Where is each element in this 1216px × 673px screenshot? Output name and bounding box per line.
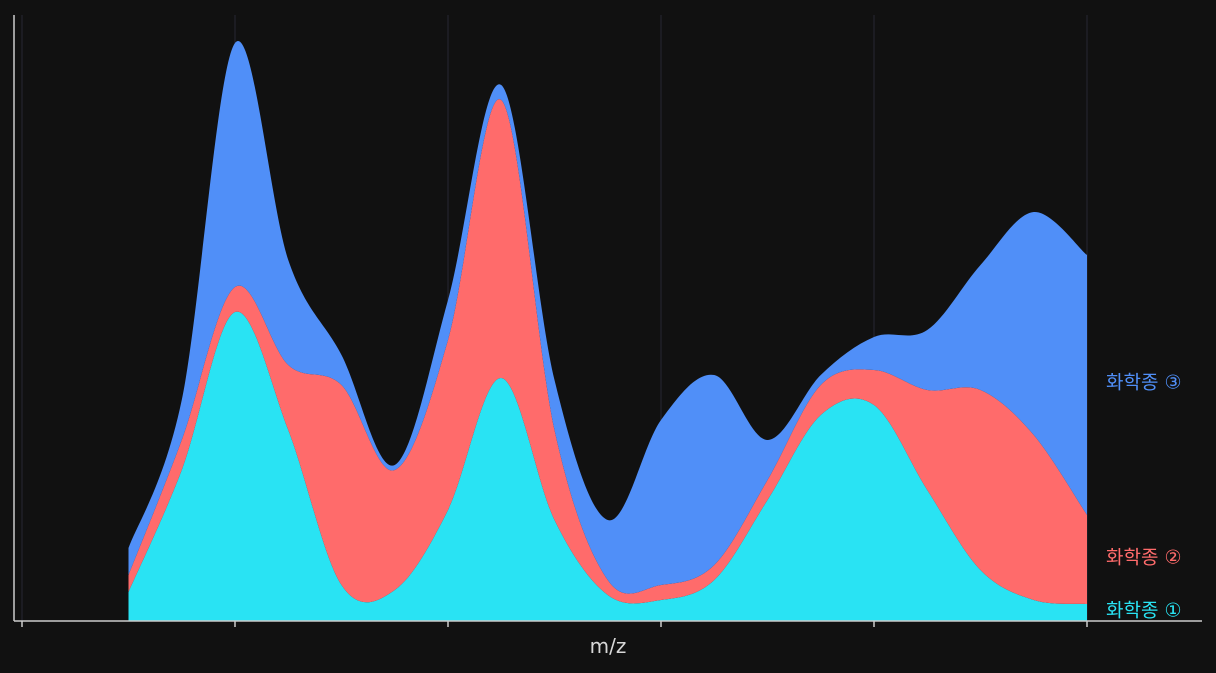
series-label: 화학종 ① <box>1106 600 1182 622</box>
area <box>128 99 1087 604</box>
x-axis-label: m/z <box>590 634 627 658</box>
series-label: 화학종 ② <box>1106 547 1182 569</box>
series-label: 화학종 ③ <box>1106 372 1182 394</box>
area <box>128 41 1087 594</box>
area <box>128 311 1087 621</box>
